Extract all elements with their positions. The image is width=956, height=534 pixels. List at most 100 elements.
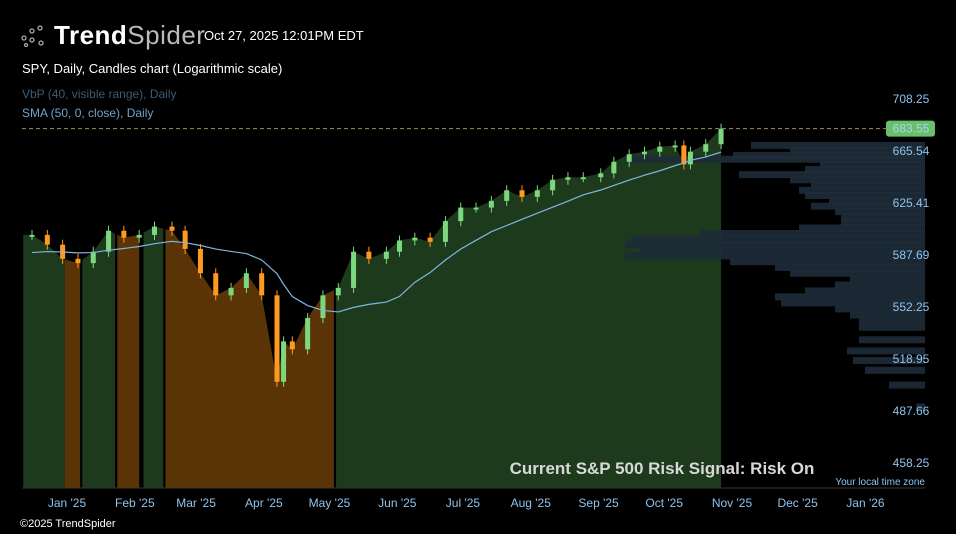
risk-regime-band-on [336, 128, 722, 488]
candle-body [289, 341, 295, 350]
candle-body [534, 190, 540, 197]
candle-body [427, 237, 433, 242]
vbp-bar [850, 311, 925, 319]
x-tick-label: Jan '25 [48, 496, 87, 510]
x-tick-label: Jan '26 [846, 496, 885, 510]
vbp-bar [625, 155, 925, 163]
vbp-bar [790, 269, 925, 277]
vbp-bar [865, 366, 925, 374]
candle-body [259, 273, 265, 296]
y-tick-label: 708.25 [893, 92, 930, 106]
vbp-bar [775, 293, 925, 301]
candle-body [657, 146, 663, 152]
vbp-bar [859, 323, 925, 331]
brand-bold: Trend [54, 20, 128, 50]
candle-body [458, 207, 464, 222]
timestamp: Oct 27, 2025 12:01PM EDT [204, 28, 364, 43]
vbp-bar [730, 258, 925, 266]
sma-line [31, 151, 722, 313]
y-tick-label: 587.69 [893, 248, 930, 262]
candle-body [320, 295, 326, 319]
y-tick-label: 665.54 [893, 144, 930, 158]
trendspider-logo: Trend Spider [20, 20, 205, 51]
candle-body [44, 234, 50, 245]
candle-body [718, 128, 724, 145]
vbp-bar [841, 213, 925, 221]
candle-body [672, 145, 678, 148]
vbp-bar [847, 347, 925, 355]
candle-body [335, 287, 341, 296]
vbp-bar [853, 357, 925, 365]
candle-body [473, 207, 479, 210]
vbp-bar [790, 176, 925, 184]
vbp-bar [811, 202, 925, 210]
candle-body [228, 287, 234, 296]
y-tick-label: 458.25 [893, 456, 930, 470]
candle-body [565, 177, 571, 180]
candle-body [383, 251, 389, 259]
x-tick-label: Aug '25 [511, 496, 552, 510]
candle-body [519, 190, 525, 197]
x-tick-label: Mar '25 [176, 496, 216, 510]
brand-light: Spider [127, 20, 206, 50]
candle-body [281, 341, 287, 382]
candle-body [681, 145, 687, 165]
candle-body [366, 251, 372, 259]
risk-regime-band-off [165, 229, 334, 488]
x-tick-label: Apr '25 [245, 496, 283, 510]
candle-body [504, 190, 510, 201]
vbp-bar [799, 186, 925, 194]
copyright: ©2025 TrendSpider [20, 518, 116, 530]
y-tick-label: 487.66 [893, 404, 930, 418]
timezone-label: Your local time zone [835, 477, 925, 488]
candle-body [75, 258, 81, 264]
vbp-bar [625, 241, 925, 249]
vbp-bar [631, 235, 925, 243]
x-tick-label: Feb '25 [115, 496, 155, 510]
candle-body [90, 251, 96, 264]
vbp-bar [790, 146, 925, 154]
candle-body [580, 177, 586, 180]
vbp-bar [916, 403, 925, 411]
y-tick-label: 518.95 [893, 352, 930, 366]
spider-logo-icon [21, 24, 44, 47]
candle-body [626, 154, 632, 162]
sma-legend[interactable]: SMA (50, 0, close), Daily [22, 106, 154, 120]
vbp-bar [805, 287, 925, 295]
vbp-bar [829, 197, 925, 205]
vbp-bar [751, 141, 925, 149]
vbp-bar [775, 263, 925, 271]
y-tick-label: 552.25 [893, 300, 930, 314]
vbp-bar [640, 246, 925, 254]
x-tick-label: May '25 [309, 496, 351, 510]
chart-title: SPY, Daily, Candles chart (Logarithmic s… [22, 61, 283, 76]
vbp-bar [811, 181, 925, 189]
vbp-bar [835, 208, 925, 216]
vbp-bar [805, 165, 925, 173]
vbp-bar [739, 171, 925, 179]
candle-body [351, 251, 357, 288]
candle-body [687, 151, 693, 165]
risk-regime-band-on [23, 234, 65, 488]
candle-body [274, 295, 280, 382]
vbp-bar [835, 305, 925, 313]
candle-body [136, 234, 142, 238]
candle-body [397, 240, 402, 252]
vbp-bar [841, 218, 925, 226]
candle-body [488, 200, 494, 208]
candle-body [213, 273, 219, 296]
vbp-legend[interactable]: VbP (40, visible range), Daily [22, 87, 177, 101]
candle-body [550, 179, 556, 191]
vbp-bar [850, 275, 925, 283]
candle-body [197, 248, 203, 274]
last-price-badge [886, 120, 935, 137]
x-tick-label: Oct '25 [645, 496, 683, 510]
risk-regime-band-on [82, 231, 116, 488]
vbp-bar [799, 224, 925, 232]
candle-body [611, 161, 617, 174]
candle-body [182, 230, 188, 249]
candle-body [169, 226, 175, 231]
y-tick-label: 625.41 [893, 196, 930, 210]
candle-body [29, 234, 35, 237]
